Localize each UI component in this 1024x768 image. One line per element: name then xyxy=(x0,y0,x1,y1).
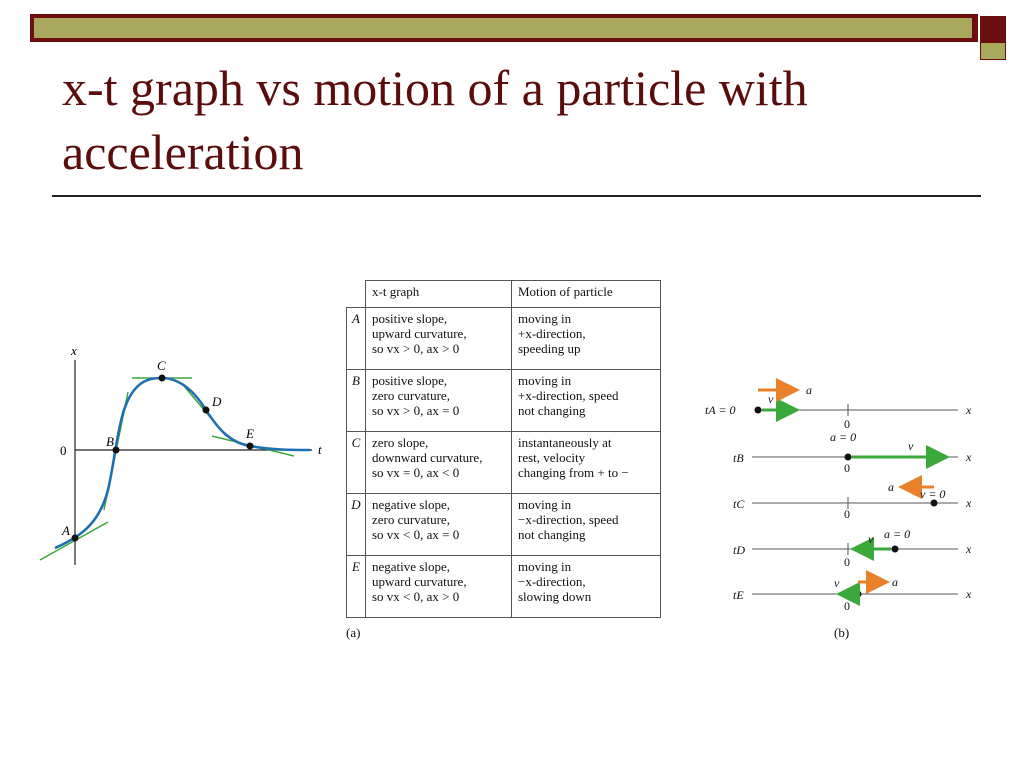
acceleration-label: a xyxy=(888,480,894,494)
velocity-label: v xyxy=(834,576,840,590)
motion-row-tc: tC 0 x a v = 0 xyxy=(733,475,972,521)
particle xyxy=(754,406,762,414)
origin-label: 0 xyxy=(60,443,67,458)
time-label: tE xyxy=(733,588,744,602)
zero-label: 0 xyxy=(844,599,850,613)
table-row: A positive slope, upward curvature, so vx … xyxy=(346,307,661,370)
row-label: C xyxy=(346,431,366,494)
zero-label: 0 xyxy=(844,555,850,569)
axis-label: x xyxy=(965,450,972,464)
particle xyxy=(854,590,862,598)
point-label-c: C xyxy=(157,358,166,373)
table-header-row: x-t graph Motion of particle xyxy=(346,280,661,308)
velocity-label: v xyxy=(908,439,914,453)
motion-description: moving in +x-direction, speed not changing xyxy=(511,369,661,432)
table-row: D negative slope, zero curvature, so vx < … xyxy=(346,493,661,556)
acceleration-label: a xyxy=(806,383,812,397)
velocity-label: v = 0 xyxy=(920,487,945,501)
caption-b: (b) xyxy=(834,625,850,640)
tangent-e xyxy=(211,435,295,457)
table-row: B positive slope, zero curvature, so vx > … xyxy=(346,369,661,432)
motion-description: moving in −x-direction, slowing down xyxy=(511,555,661,618)
motion-row-te: tE 0 x v a xyxy=(733,570,972,613)
axis-label: x xyxy=(965,496,972,510)
point-b xyxy=(112,446,120,454)
title-line-2: acceleration xyxy=(62,124,304,180)
row-label: D xyxy=(346,493,366,556)
zero-label: 0 xyxy=(844,417,850,431)
point-label-a: A xyxy=(61,523,70,538)
particle xyxy=(844,453,852,461)
particle xyxy=(891,545,899,553)
time-label: tB xyxy=(733,451,744,465)
axis-label: x xyxy=(965,403,972,417)
acceleration-label: a = 0 xyxy=(830,430,856,444)
header-xt-graph: x-t graph xyxy=(365,280,512,308)
point-label-e: E xyxy=(245,426,254,441)
graph-description: negative slope, zero curvature, so vx < 0,… xyxy=(365,493,512,556)
motion-description: instantaneously at rest, velocity changing… xyxy=(511,431,661,494)
table-row: E negative slope, upward curvature, so vx … xyxy=(346,555,661,618)
tangent-d xyxy=(183,385,227,437)
motion-description: moving in −x-direction, speed not changing xyxy=(511,493,661,556)
row-label: A xyxy=(346,307,366,370)
time-label: tA = 0 xyxy=(705,403,736,417)
motion-table: x-t graph Motion of particle A positive … xyxy=(346,280,661,618)
velocity-label: v xyxy=(868,532,874,546)
graph-description: zero slope, downward curvature, so vx = 0,… xyxy=(365,431,512,494)
corner-square-dark xyxy=(980,16,1006,42)
table-row: C zero slope, downward curvature, so vx = … xyxy=(346,431,661,494)
row-label: B xyxy=(346,369,366,432)
point-d xyxy=(202,406,210,414)
header-blank-cell xyxy=(346,280,366,308)
xt-curve xyxy=(54,376,311,550)
motion-row-ta: tA = 0 0 x v a xyxy=(705,378,972,431)
point-a xyxy=(71,534,79,542)
acceleration-label: a = 0 xyxy=(884,527,910,541)
axis-label: x xyxy=(965,587,972,601)
motion-row-tb: tB 0 x v a = 0 xyxy=(733,430,972,475)
zero-label: 0 xyxy=(844,461,850,475)
title-divider xyxy=(52,195,981,197)
point-c xyxy=(158,374,166,382)
header-bar-stripe xyxy=(34,18,972,38)
point-label-d: D xyxy=(211,394,222,409)
motion-description: moving in +x-direction, speeding up xyxy=(511,307,661,370)
particle xyxy=(930,499,938,507)
time-label: tD xyxy=(733,543,745,557)
graph-description: positive slope, upward curvature, so vx > … xyxy=(365,307,512,370)
time-label: tC xyxy=(733,497,745,511)
motion-row-td: tD 0 x v a = 0 xyxy=(733,527,972,569)
velocity-label: v xyxy=(768,392,774,406)
acceleration-label: a xyxy=(892,575,898,589)
graph-description: positive slope, zero curvature, so vx > 0,… xyxy=(365,369,512,432)
title-line-1: x-t graph vs motion of a particle with xyxy=(62,60,808,116)
point-e xyxy=(246,442,254,450)
point-label-b: B xyxy=(106,434,114,449)
header-motion: Motion of particle xyxy=(511,280,661,308)
x-axis-label: x xyxy=(70,343,77,358)
caption-a: (a) xyxy=(346,625,361,640)
corner-square-light xyxy=(980,42,1006,60)
tangent-b xyxy=(103,391,129,511)
row-label: E xyxy=(346,555,366,618)
t-axis-label: t xyxy=(318,442,322,457)
tangent-a xyxy=(39,521,109,561)
graph-description: negative slope, upward curvature, so vx < … xyxy=(365,555,512,618)
slide-title: x-t graph vs motion of a particle with a… xyxy=(62,56,962,184)
axis-label: x xyxy=(965,542,972,556)
zero-label: 0 xyxy=(844,507,850,521)
